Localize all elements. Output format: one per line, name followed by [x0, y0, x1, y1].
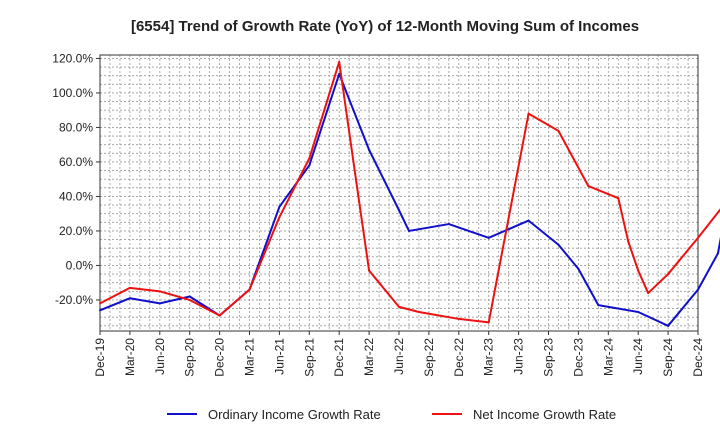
data-point [527, 219, 530, 222]
series-1 [99, 72, 720, 327]
x-tick-label: Jun-21 [272, 338, 286, 375]
data-point [647, 292, 650, 295]
grid [100, 55, 698, 331]
x-tick-label: Jun-24 [631, 338, 645, 375]
chart-title: [6554] Trend of Growth Rate (YoY) of 12-… [131, 18, 639, 35]
y-tick-label: 20.0% [59, 224, 93, 238]
x-tick-label: Sep-20 [183, 338, 197, 377]
x-tick-label: Mar-23 [482, 338, 496, 376]
series-line [99, 60, 720, 324]
y-tick-label: 100.0% [52, 86, 93, 100]
data-point [447, 223, 450, 226]
x-tick-label: Sep-21 [302, 338, 316, 377]
data-point [158, 290, 161, 293]
x-tick-label: Sep-24 [661, 338, 675, 377]
x-tick-label: Dec-23 [571, 338, 585, 377]
y-tick-label: 80.0% [59, 120, 93, 134]
x-tick-label: Mar-24 [601, 338, 615, 376]
data-point [398, 209, 400, 212]
data-point [128, 286, 131, 289]
data-point [667, 273, 670, 276]
data-point [188, 298, 191, 301]
legend-label: Net Income Growth Rate [473, 407, 616, 422]
x-tick-label: Jun-23 [512, 338, 526, 375]
data-point [218, 314, 221, 317]
x-tick-label: Dec-19 [93, 338, 107, 377]
data-point [637, 269, 640, 272]
x-tick-label: Sep-22 [422, 338, 436, 377]
data-point [99, 302, 101, 305]
y-tick-label: 40.0% [59, 189, 93, 203]
data-point [557, 129, 560, 132]
data-point [557, 243, 560, 246]
x-tick-label: Dec-24 [691, 338, 705, 377]
data-point [188, 295, 191, 298]
data-point [338, 72, 341, 75]
x-tick-label: Sep-23 [542, 338, 556, 377]
series-2 [99, 60, 720, 324]
data-point [597, 304, 600, 307]
x-axis: Dec-19 Mar-20 Jun-20 Sep-20 Dec-20 Mar-21 Jun-… [93, 331, 705, 377]
data-point [308, 157, 311, 160]
series-layer [99, 60, 720, 327]
data-point [407, 229, 410, 232]
data-point [617, 197, 620, 200]
data-point [278, 205, 281, 208]
data-point [308, 164, 311, 167]
data-point [637, 311, 640, 314]
x-tick-label: Dec-21 [332, 338, 346, 377]
data-point [278, 216, 281, 219]
data-point [716, 252, 719, 255]
x-tick-label: Mar-20 [123, 338, 137, 376]
data-point [248, 288, 251, 291]
y-tick-label: -20.0% [55, 293, 93, 307]
data-point [417, 311, 420, 314]
y-tick-label: 120.0% [52, 51, 93, 65]
data-point [697, 236, 699, 239]
data-point [487, 236, 490, 239]
data-point [697, 288, 699, 291]
x-tick-label: Dec-20 [213, 338, 227, 377]
x-tick-label: Jun-22 [392, 338, 406, 375]
data-point [527, 112, 530, 115]
data-point [667, 324, 670, 327]
legend-label: Ordinary Income Growth Rate [208, 407, 381, 422]
series-line [99, 72, 720, 327]
data-point [368, 148, 371, 151]
x-tick-label: Mar-22 [362, 338, 376, 376]
data-point [338, 60, 341, 63]
y-axis: 120.0% 100.0% 80.0% 60.0% 40.0% 20.0% 0.0% -20.… [52, 51, 100, 307]
data-point [358, 200, 361, 203]
data-point [158, 302, 161, 305]
y-tick-label: 0.0% [66, 258, 94, 272]
data-point [577, 267, 580, 270]
data-point [457, 317, 460, 320]
legend: Ordinary Income Growth Rate Net Income Gr… [167, 407, 616, 422]
data-point [627, 240, 630, 243]
data-point [128, 297, 131, 300]
data-point [368, 269, 371, 272]
data-point [587, 185, 590, 188]
data-point [99, 309, 101, 312]
x-tick-label: Jun-20 [153, 338, 167, 375]
x-tick-label: Mar-21 [243, 338, 257, 376]
x-tick-label: Dec-22 [452, 338, 466, 377]
data-point [398, 305, 400, 308]
y-tick-label: 60.0% [59, 155, 93, 169]
data-point [487, 321, 490, 324]
